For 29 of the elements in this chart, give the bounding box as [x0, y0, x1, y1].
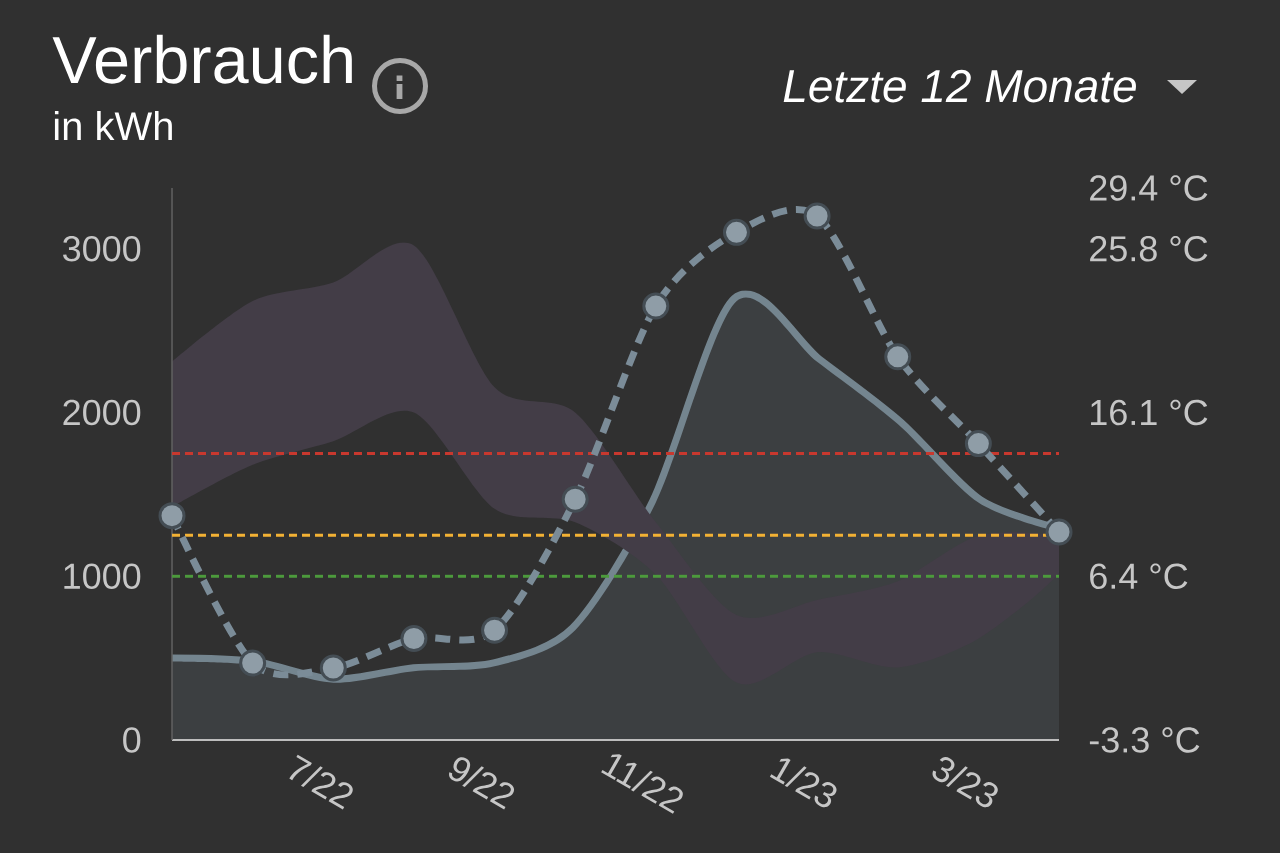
y2-tick-label: 16.1 °C [1091, 399, 1208, 426]
point [884, 343, 912, 371]
x-tick-label: 3/23 [932, 757, 998, 808]
point [239, 649, 267, 677]
y-tick-label: 0 [123, 727, 141, 753]
point [561, 485, 589, 513]
point [319, 654, 347, 682]
point [1045, 518, 1073, 546]
point [158, 502, 186, 530]
x-tick-label: 1/23 [769, 758, 837, 808]
text: Letzte 12 Monate [783, 69, 1136, 103]
chart-subtitle: in kWh [54, 111, 172, 140]
point [803, 202, 831, 230]
point [722, 218, 750, 246]
y2-tick-label: 25.8 °C [1090, 236, 1208, 262]
y2-tick-label: 29.4 °C [1090, 175, 1208, 201]
point [964, 430, 992, 458]
y-tick-label: 2000 [63, 399, 141, 426]
point [481, 616, 509, 644]
y2-tick-label: -3.3 °C [1089, 727, 1200, 753]
point [400, 624, 428, 652]
y-tick-label: 1000 [64, 563, 141, 589]
x-tick-label: 11/22 [601, 754, 683, 814]
y-tick-label: 3000 [63, 236, 141, 262]
point [642, 292, 670, 320]
chart-title: Verbrauch [52, 34, 352, 84]
x-tick-label: 9/22 [449, 757, 515, 810]
y2-tick-label: 6.4 °C [1090, 563, 1188, 589]
x-tick-label: 7/22 [289, 754, 353, 810]
